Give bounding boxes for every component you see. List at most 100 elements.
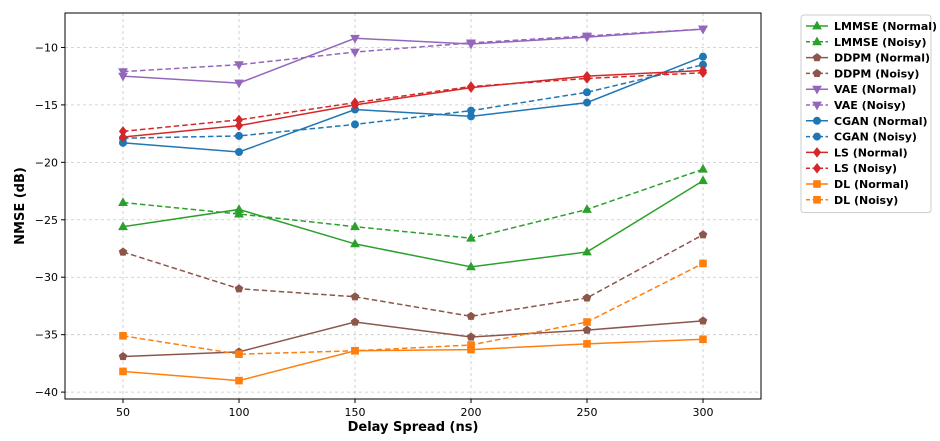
data-point — [118, 68, 128, 77]
y-tick-label: −40 — [35, 386, 58, 399]
x-tick-label: 50 — [116, 406, 130, 419]
data-point — [234, 284, 244, 293]
y-axis: −40 −35 −30 −25 −20 −15 −10 — [35, 41, 65, 399]
data-point — [466, 311, 476, 320]
data-point — [118, 131, 128, 143]
data-point — [466, 261, 476, 271]
data-point — [582, 293, 592, 302]
data-point — [350, 221, 360, 231]
data-point — [118, 247, 128, 256]
data-point — [234, 148, 243, 157]
data-point — [350, 317, 360, 326]
legend-marker — [812, 68, 822, 78]
data-point — [699, 335, 707, 344]
legend-entry: VAE (Noisy) — [806, 99, 906, 112]
x-axis: 50 100 150 200 250 300 — [116, 399, 714, 419]
data-point — [466, 332, 476, 341]
legend-marker — [812, 85, 822, 95]
series-line — [122, 63, 704, 139]
series-line — [122, 168, 704, 239]
legend-entry: VAE (Normal) — [806, 83, 917, 96]
series-line — [122, 180, 704, 268]
series-vae-normal — [118, 25, 708, 89]
legend-marker — [813, 195, 821, 204]
legend-label: DL (Normal) — [834, 178, 909, 191]
legend-entry: DDPM (Noisy) — [806, 67, 919, 80]
data-point — [466, 106, 475, 115]
data-point — [582, 32, 592, 42]
data-point — [698, 25, 708, 35]
data-point — [582, 73, 592, 84]
series-layer — [118, 25, 708, 385]
data-point — [699, 259, 707, 268]
legend-label: DL (Noisy) — [834, 194, 898, 207]
data-point — [583, 98, 592, 107]
data-point — [583, 88, 592, 97]
data-point — [234, 114, 244, 126]
legend-label: VAE (Normal) — [834, 83, 917, 96]
legend-marker — [812, 53, 822, 62]
series-lmmse-noisy — [118, 163, 708, 242]
legend-label: LMMSE (Noisy) — [834, 36, 926, 49]
series-dl-normal — [119, 335, 707, 385]
y-tick-label: −35 — [35, 329, 58, 342]
legend-entry: CGAN (Noisy) — [806, 131, 917, 144]
data-point — [118, 351, 128, 361]
data-point — [118, 197, 128, 206]
legend-marker — [812, 36, 822, 46]
legend-marker — [813, 180, 821, 188]
x-tick-label: 100 — [229, 406, 250, 419]
data-point — [119, 332, 127, 340]
legend-entry: DL (Noisy) — [806, 194, 898, 207]
series-ddpm-normal — [118, 316, 708, 361]
data-point — [698, 316, 708, 325]
series-dl-noisy — [119, 259, 707, 358]
data-point — [582, 246, 592, 256]
legend-label: LS (Normal) — [834, 146, 908, 159]
legend-marker — [812, 162, 822, 174]
data-point — [698, 67, 708, 78]
series-line — [122, 28, 704, 73]
data-point — [119, 367, 127, 376]
legend-entry: CGAN (Normal) — [806, 115, 928, 128]
series-line — [122, 28, 704, 84]
series-cgan-normal — [119, 52, 708, 157]
data-point — [350, 34, 360, 44]
data-point — [698, 163, 708, 173]
data-point — [466, 81, 476, 92]
data-point — [234, 208, 244, 218]
data-point — [235, 376, 243, 385]
plot-frame — [64, 12, 762, 400]
series-line — [122, 71, 704, 133]
x-axis-label: Delay Spread (ns) — [348, 420, 479, 435]
data-point — [350, 97, 360, 108]
series-vae-noisy — [118, 25, 708, 77]
legend-marker — [812, 101, 822, 111]
data-point — [466, 232, 476, 242]
series-ls-noisy — [118, 67, 708, 137]
x-tick-label: 150 — [345, 406, 366, 419]
data-point — [350, 120, 359, 129]
legend-entry: DL (Normal) — [806, 178, 909, 191]
legend-entry: LMMSE (Noisy) — [806, 36, 926, 49]
data-point — [234, 120, 244, 131]
data-point — [234, 79, 244, 89]
data-point — [582, 204, 592, 213]
data-point — [350, 292, 360, 301]
series-line — [122, 262, 704, 355]
legend-marker — [813, 132, 822, 141]
legend-marker — [812, 147, 822, 158]
series-lmmse-normal — [118, 175, 708, 271]
legend-label: CGAN (Normal) — [834, 115, 928, 128]
data-point — [350, 238, 360, 248]
legend-entry: LMMSE (Normal) — [806, 20, 937, 33]
data-point — [583, 340, 591, 348]
data-point — [582, 325, 592, 334]
legend-marker — [812, 20, 822, 30]
series-cgan-noisy — [119, 60, 708, 143]
legend-label: LS (Noisy) — [834, 162, 897, 175]
data-point — [118, 221, 128, 231]
series-ls-normal — [118, 65, 708, 143]
data-point — [235, 350, 243, 358]
